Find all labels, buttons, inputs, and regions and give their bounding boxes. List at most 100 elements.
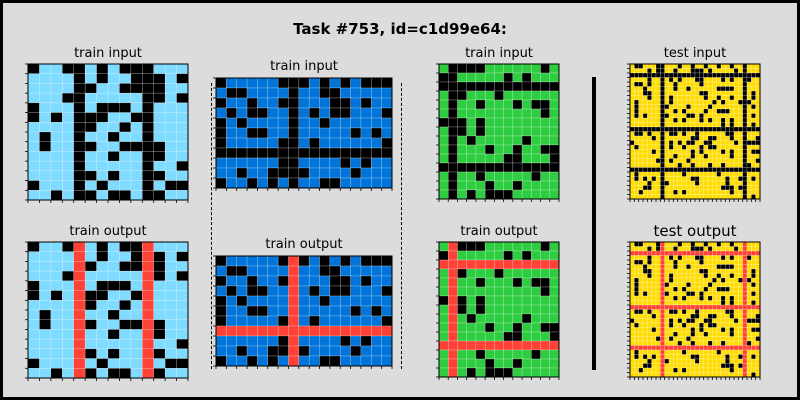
grid-cell xyxy=(642,140,648,146)
grid-cell xyxy=(647,318,652,324)
grid-cell xyxy=(629,367,635,373)
grid-cell xyxy=(725,286,730,292)
grid-cell xyxy=(308,295,320,307)
grid-cell xyxy=(475,340,486,351)
grid-cell xyxy=(642,246,648,252)
grid-cell xyxy=(638,194,644,200)
grid-cell xyxy=(638,68,644,74)
grid-cell xyxy=(107,73,120,84)
grid-cell xyxy=(690,241,696,247)
grid-cell xyxy=(84,160,97,172)
grid-cell xyxy=(755,99,761,105)
grid-cell xyxy=(746,135,752,141)
grid-cell xyxy=(655,135,661,141)
grid-cell xyxy=(651,345,657,351)
grid-cell xyxy=(39,368,52,379)
grid-cell xyxy=(651,99,657,105)
grid-cell xyxy=(176,348,189,359)
grid-cell xyxy=(457,268,467,279)
grid-cell xyxy=(655,241,661,247)
grid-cell xyxy=(729,194,735,200)
grid-cell xyxy=(712,295,717,301)
grid-cell xyxy=(647,345,652,351)
grid-cell xyxy=(39,102,52,113)
grid-cell xyxy=(634,363,639,369)
grid-cell xyxy=(531,313,541,324)
grid-cell xyxy=(755,149,761,155)
grid-cell xyxy=(39,170,52,181)
grid-cell xyxy=(742,113,748,119)
grid-cell xyxy=(729,95,735,101)
grid-cell xyxy=(660,135,665,141)
grid-cell xyxy=(742,176,748,182)
grid-cell xyxy=(738,63,743,69)
grid-cell xyxy=(642,363,648,369)
grid-cell xyxy=(447,81,458,92)
grid-cell xyxy=(746,358,752,364)
grid-cell xyxy=(475,108,486,119)
grid-cell xyxy=(699,291,704,297)
grid-cell xyxy=(107,141,120,152)
grid-cell xyxy=(725,113,730,119)
grid-cell xyxy=(642,372,648,378)
grid-cell xyxy=(720,268,726,274)
grid-cell xyxy=(751,304,756,310)
grid-cell xyxy=(475,135,486,146)
grid-cell xyxy=(694,286,700,292)
grid-cell xyxy=(699,176,704,182)
grid-cell xyxy=(733,167,739,173)
grid-cell xyxy=(638,367,644,373)
grid-cell xyxy=(664,340,670,346)
grid-cell xyxy=(699,327,704,333)
grid-cell xyxy=(350,275,362,287)
grid-cell xyxy=(215,107,227,119)
grid-cell xyxy=(694,99,700,105)
grid-cell xyxy=(725,90,730,96)
grid-cell xyxy=(381,255,393,267)
grid-cell xyxy=(681,282,687,288)
grid-cell xyxy=(668,286,674,292)
grid-cell xyxy=(742,363,748,369)
grid-cell xyxy=(381,345,393,357)
grid-cell xyxy=(677,322,683,328)
grid-cell xyxy=(257,77,269,89)
grid-cell xyxy=(651,255,657,261)
grid-cell xyxy=(742,300,748,306)
grid-cell xyxy=(664,264,670,270)
grid-cell xyxy=(720,167,726,173)
grid-cell xyxy=(707,241,713,247)
grid-cell xyxy=(277,167,289,179)
grid-cell xyxy=(738,259,743,265)
grid-cell xyxy=(647,95,652,101)
grid-cell xyxy=(660,72,665,78)
grid-cell xyxy=(716,349,722,355)
grid-cell xyxy=(466,358,477,369)
grid-cell xyxy=(494,63,504,74)
grid-cell xyxy=(350,157,362,169)
grid-cell xyxy=(142,261,155,272)
grid-cell xyxy=(39,261,52,272)
grid-cell xyxy=(142,290,155,301)
grid-cell xyxy=(686,309,691,315)
grid-cell xyxy=(142,338,155,350)
grid-cell xyxy=(712,264,717,270)
grid-cell xyxy=(660,250,665,256)
grid-cell xyxy=(484,259,495,270)
grid-cell xyxy=(84,251,97,262)
grid-cell xyxy=(438,63,449,74)
grid-cell xyxy=(716,86,722,92)
grid-cell xyxy=(288,107,300,119)
grid-cell xyxy=(298,265,310,277)
grid-cell xyxy=(638,246,644,252)
grid-cell xyxy=(751,149,756,155)
grid-cell xyxy=(642,282,648,288)
grid-cell xyxy=(738,295,743,301)
grid-cell xyxy=(642,131,648,137)
grid-cell xyxy=(720,171,726,177)
grid-cell xyxy=(236,137,248,149)
grid-cell xyxy=(288,97,300,109)
grid-cell xyxy=(50,329,63,340)
grid-cell xyxy=(703,153,709,159)
grid-cell xyxy=(751,291,756,297)
grid-cell xyxy=(729,162,735,168)
